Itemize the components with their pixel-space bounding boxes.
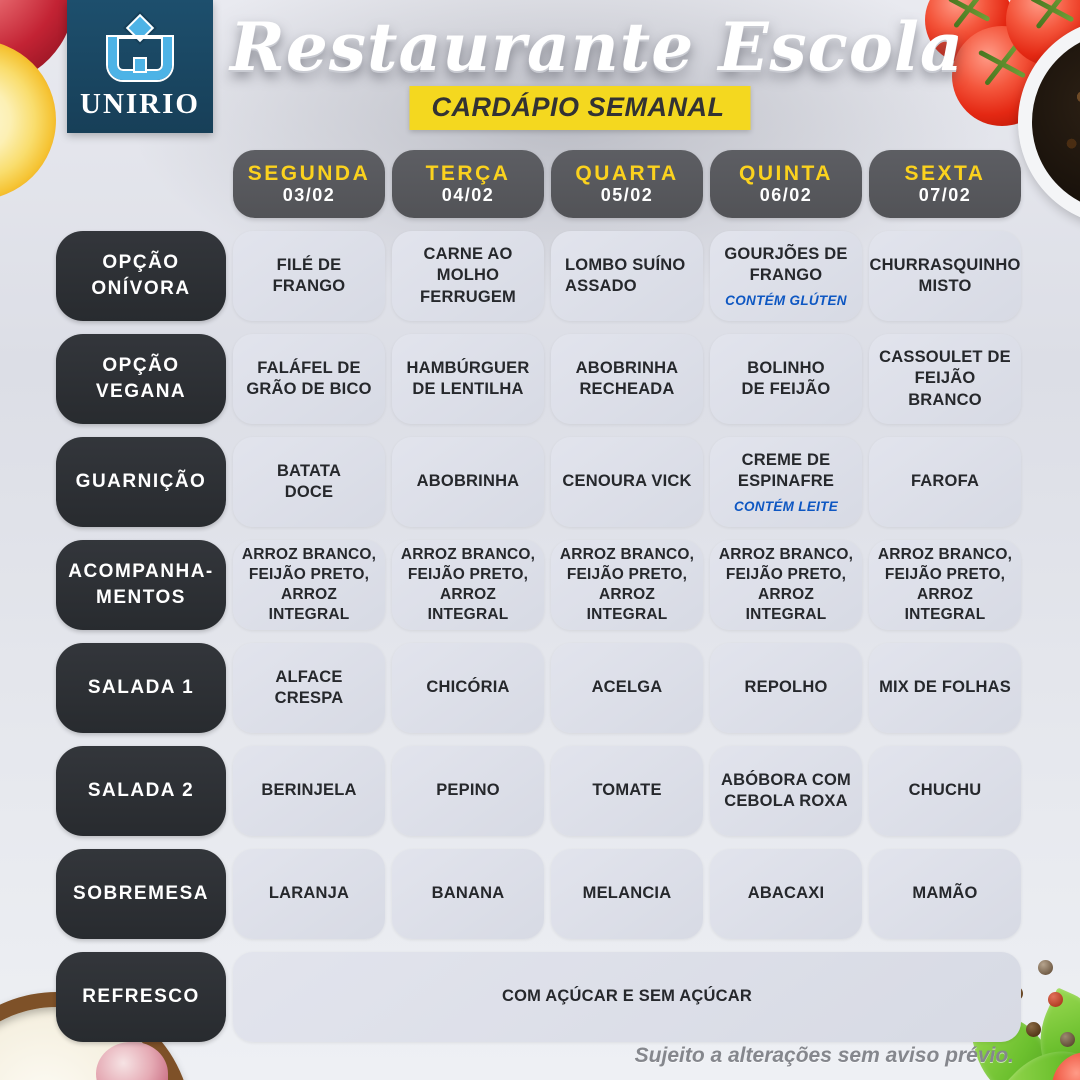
allergen-note: CONTÉM GLÚTEN <box>725 293 847 309</box>
row-label-sobremesa: SOBREMESA <box>56 849 226 939</box>
menu-cell: LARANJA <box>233 849 385 939</box>
logo-u-shape <box>108 37 172 80</box>
menu-cell: CHURRASQUINHO MISTO <box>869 231 1021 321</box>
page-title: Restaurante Escola <box>230 8 964 86</box>
menu-cell: ARROZ BRANCO, FEIJÃO PRETO, ARROZ INTEGR… <box>233 540 385 630</box>
date-label: 03/02 <box>282 185 336 206</box>
date-label: 04/02 <box>441 185 495 206</box>
menu-cell: CASSOULET DE FEIJÃO BRANCO <box>869 334 1021 424</box>
row-label-guarnicao: GUARNIÇÃO <box>56 437 226 527</box>
menu-table: SEGUNDA 03/02 TERÇA 04/02 QUARTA 05/02 Q… <box>56 150 1021 1042</box>
menu-cell: BOLINHO DE FEIJÃO <box>710 334 862 424</box>
menu-cell-refresco: COM AÇÚCAR E SEM AÇÚCAR <box>233 952 1021 1042</box>
column-header-quarta: QUARTA 05/02 <box>551 150 703 218</box>
menu-cell: CHUCHU <box>869 746 1021 836</box>
menu-cell: BANANA <box>392 849 544 939</box>
menu-cell: ABOBRINHA <box>392 437 544 527</box>
menu-cell: CREME DE ESPINAFRE CONTÉM LEITE <box>710 437 862 527</box>
menu-cell: ACELGA <box>551 643 703 733</box>
menu-cell: LOMBO SUÍNO ASSADO <box>551 231 703 321</box>
menu-cell: ARROZ BRANCO, FEIJÃO PRETO, ARROZ INTEGR… <box>551 540 703 630</box>
disclaimer-text: Sujeito a alterações sem aviso prévio. <box>634 1044 1014 1067</box>
allergen-note: CONTÉM LEITE <box>733 499 839 515</box>
row-label-refresco: REFRESCO <box>56 952 226 1042</box>
date-label: 07/02 <box>918 185 972 206</box>
menu-cell: ABACAXI <box>710 849 862 939</box>
row-label-acompanhamentos: ACOMPANHA-MENTOS <box>56 540 226 630</box>
date-label: 05/02 <box>600 185 654 206</box>
row-label-opcao-vegana: OPÇÃO VEGANA <box>56 334 226 424</box>
menu-cell: TOMATE <box>551 746 703 836</box>
menu-cell: HAMBÚRGUER DE LENTILHA <box>392 334 544 424</box>
menu-cell: MIX DE FOLHAS <box>869 643 1021 733</box>
row-label-salada-2: SALADA 2 <box>56 746 226 836</box>
column-header-segunda: SEGUNDA 03/02 <box>233 150 385 218</box>
menu-cell: ARROZ BRANCO, FEIJÃO PRETO, ARROZ INTEGR… <box>869 540 1021 630</box>
column-header-sexta: SEXTA 07/02 <box>869 150 1021 218</box>
subtitle-banner: CARDÁPIO SEMANAL <box>409 86 751 130</box>
menu-cell: MELANCIA <box>551 849 703 939</box>
menu-cell: ARROZ BRANCO, FEIJÃO PRETO, ARROZ INTEGR… <box>392 540 544 630</box>
unirio-logo-icon <box>105 13 175 80</box>
menu-cell: ABOBRINHA RECHEADA <box>551 334 703 424</box>
menu-cell: MAMÃO <box>869 849 1021 939</box>
row-label-salada-1: SALADA 1 <box>56 643 226 733</box>
day-label: SEGUNDA <box>247 162 371 186</box>
menu-cell: REPOLHO <box>710 643 862 733</box>
peppercorn-photo <box>1026 1022 1041 1037</box>
day-label: QUARTA <box>575 162 679 186</box>
row-label-opcao-onivora: OPÇÃO ONÍVORA <box>56 231 226 321</box>
lemon-slice-photo <box>0 40 56 200</box>
menu-cell: ALFACE CRESPA <box>233 643 385 733</box>
menu-cell: ARROZ BRANCO, FEIJÃO PRETO, ARROZ INTEGR… <box>710 540 862 630</box>
peppercorn-photo <box>1038 960 1053 975</box>
menu-cell: CENOURA VICK <box>551 437 703 527</box>
column-header-quinta: QUINTA 06/02 <box>710 150 862 218</box>
menu-cell: GOURJÕES DE FRANGO CONTÉM GLÚTEN <box>710 231 862 321</box>
day-label: SEXTA <box>904 162 986 186</box>
menu-cell: FAROFA <box>869 437 1021 527</box>
menu-cell: FILÉ DE FRANGO <box>233 231 385 321</box>
menu-cell: PEPINO <box>392 746 544 836</box>
column-header-terca: TERÇA 04/02 <box>392 150 544 218</box>
logo-notch-shape <box>135 59 145 71</box>
day-label: QUINTA <box>739 162 833 186</box>
day-label: TERÇA <box>425 162 511 186</box>
menu-cell: CARNE AO MOLHO FERRUGEM <box>392 231 544 321</box>
menu-cell: BERINJELA <box>233 746 385 836</box>
menu-cell: BATATA DOCE <box>233 437 385 527</box>
logo-wordmark: UNIRIO <box>80 88 200 120</box>
menu-cell: CHICÓRIA <box>392 643 544 733</box>
date-label: 06/02 <box>759 185 813 206</box>
peppercorn-photo <box>1048 992 1063 1007</box>
corner-spacer <box>56 150 226 218</box>
unirio-logo: UNIRIO <box>67 0 213 133</box>
peppercorn-photo <box>1060 1032 1075 1047</box>
menu-cell: FALÁFEL DE GRÃO DE BICO <box>233 334 385 424</box>
menu-cell: ABÓBORA COM CEBOLA ROXA <box>710 746 862 836</box>
